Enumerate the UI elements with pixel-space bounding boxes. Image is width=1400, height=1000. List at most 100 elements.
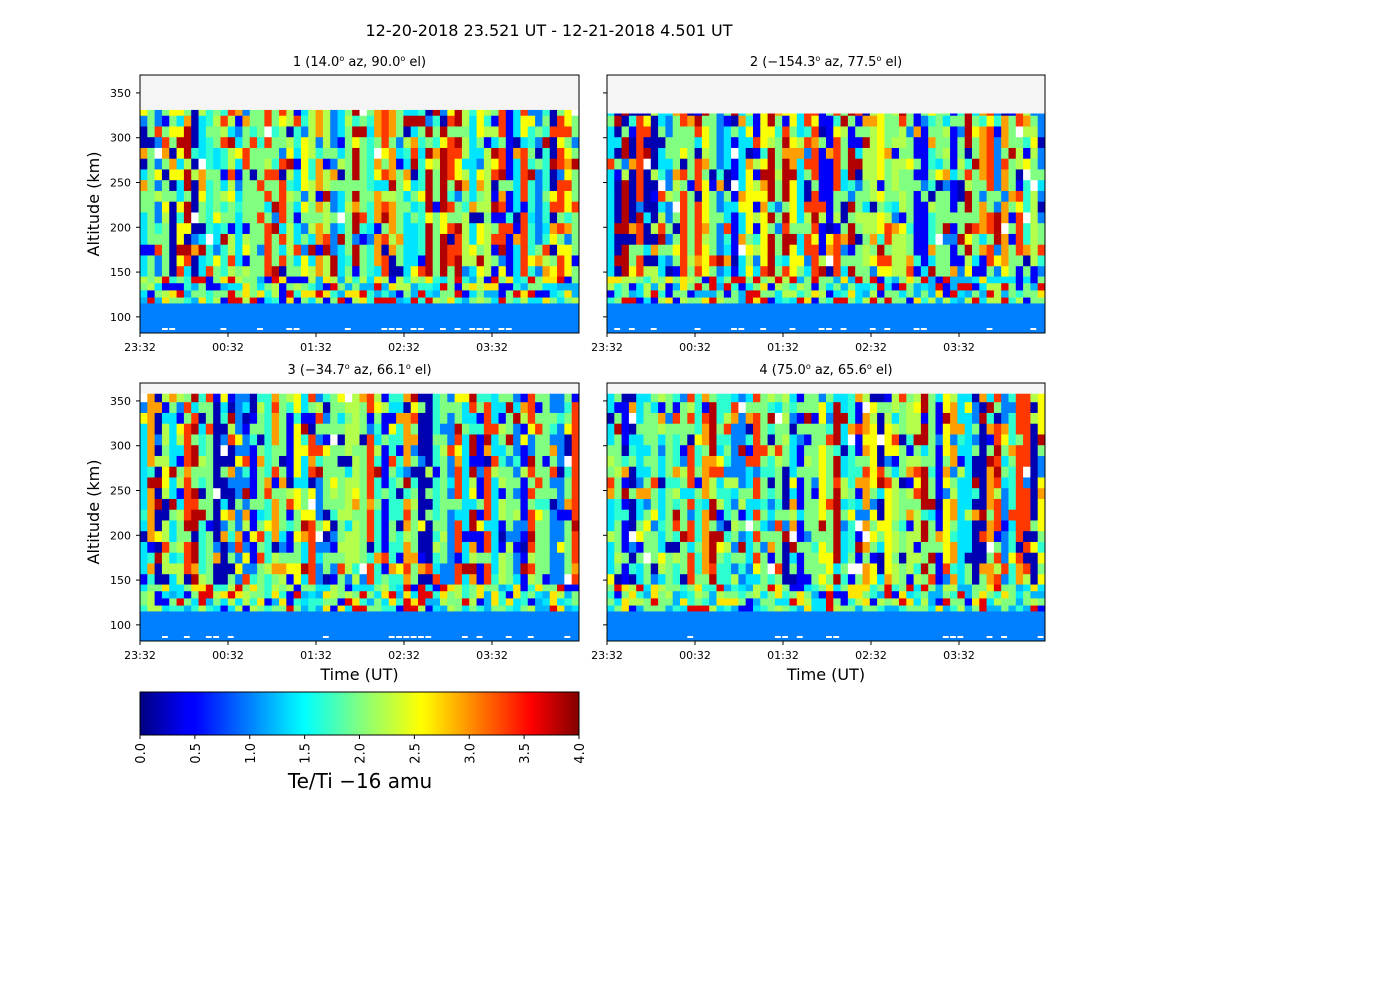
heatmap-cell (257, 297, 265, 304)
heatmap-cell (315, 212, 324, 224)
heatmap-cell (877, 276, 885, 284)
heatmap-cell (804, 113, 812, 116)
heatmap-cell (396, 126, 404, 138)
heatmap-cell (731, 393, 739, 403)
heatmap-cell (607, 509, 615, 521)
heatmap-cell (249, 169, 258, 181)
heatmap-cell (147, 498, 156, 510)
heatmap-cell (847, 290, 856, 298)
heatmap-cell (614, 434, 622, 446)
heatmap-cell (249, 290, 258, 298)
heatmap-cell (796, 158, 805, 170)
heatmap-cell (621, 212, 630, 224)
heatmap-cell (542, 169, 551, 181)
heatmap-cell (366, 455, 375, 467)
heatmap-cell (505, 190, 514, 202)
heatmap-cell (694, 115, 703, 127)
heatmap-cell (935, 126, 944, 138)
heatmap-cell (607, 265, 615, 277)
heatmap-cell (308, 434, 316, 446)
heatmap-cell (1001, 147, 1009, 159)
heatmap-cell (753, 393, 761, 403)
heatmap-cell (425, 401, 434, 413)
heatmap-cell (571, 552, 580, 564)
heatmap-cell (505, 169, 514, 181)
heatmap-cell (716, 498, 725, 510)
heatmap-cell (899, 276, 907, 284)
heatmap-cell (811, 222, 820, 234)
heatmap-cell (665, 244, 674, 256)
heatmap-cell (498, 244, 507, 256)
heatmap-cell (877, 222, 885, 234)
heatmap-cell (935, 401, 944, 413)
heatmap-cell (147, 290, 156, 298)
heatmap-cell (694, 455, 703, 467)
heatmap-cell (650, 126, 659, 138)
heatmap-cell (447, 290, 456, 298)
heatmap-cell (483, 276, 492, 284)
heatmap-cell (891, 212, 900, 224)
heatmap-cell (147, 530, 156, 542)
heatmap-cell (701, 573, 710, 585)
heatmap-cell (425, 434, 434, 446)
heatmap-cell (425, 584, 434, 592)
heatmap-cell (680, 158, 688, 170)
heatmap-cell (701, 552, 710, 564)
heatmap-cell (928, 509, 936, 521)
heatmap-cell (213, 276, 221, 284)
heatmap-cell (396, 412, 404, 424)
heatmap-cell (621, 477, 630, 489)
heatmap-cell (993, 136, 1002, 148)
heatmap-cell (169, 541, 177, 553)
heatmap-cell (738, 126, 747, 138)
heatmap-cell (549, 552, 558, 564)
heatmap-cell (789, 598, 798, 606)
heatmap-cell (818, 573, 827, 585)
heatmap-cell (330, 212, 338, 224)
heatmap-cell (403, 158, 412, 170)
heatmap-cell (205, 466, 214, 478)
heatmap-cell (789, 401, 798, 413)
heatmap-cell (658, 563, 666, 575)
heatmap-cell (833, 444, 841, 456)
heatmap-cell (396, 179, 404, 191)
heatmap-cell (628, 147, 637, 159)
heatmap-cell (425, 520, 434, 532)
heatmap-cell (359, 477, 368, 489)
heatmap-cell (774, 530, 783, 542)
heatmap-cell (337, 498, 346, 510)
heatmap-cell (542, 255, 551, 267)
heatmap-cell (942, 244, 951, 256)
heatmap-cell (330, 276, 338, 284)
heatmap-cell (542, 423, 551, 435)
heatmap-cell (542, 487, 551, 499)
heatmap-cell (410, 477, 419, 489)
heatmap-cell (979, 136, 987, 148)
heatmap-cell (286, 179, 295, 191)
heatmap-cell (1037, 115, 1046, 127)
heatmap-cell (891, 126, 900, 138)
heatmap-cell (535, 498, 543, 510)
heatmap-cell (439, 444, 448, 456)
heatmap-cell (366, 552, 375, 564)
heatmap-cell (935, 605, 944, 612)
heatmap-cell (447, 590, 456, 599)
heatmap-cell (432, 190, 441, 202)
heatmap-cell (920, 265, 929, 277)
heatmap-cell (454, 190, 463, 202)
heatmap-cell (315, 423, 324, 435)
heatmap-cell (745, 169, 754, 181)
heatmap-gap (826, 328, 832, 330)
heatmap-cell (869, 201, 878, 213)
heatmap-cell (461, 455, 470, 467)
heatmap-cell (571, 222, 580, 234)
heatmap-cell (315, 487, 324, 499)
heatmap-cell (621, 434, 630, 446)
heatmap-cell (279, 401, 287, 413)
heatmap-cell (665, 222, 674, 234)
heatmap-cell (300, 434, 309, 446)
heatmap-cell (928, 233, 936, 245)
heatmap-cell (745, 455, 754, 467)
heatmap-cell (418, 498, 426, 510)
heatmap-cell (672, 552, 681, 564)
